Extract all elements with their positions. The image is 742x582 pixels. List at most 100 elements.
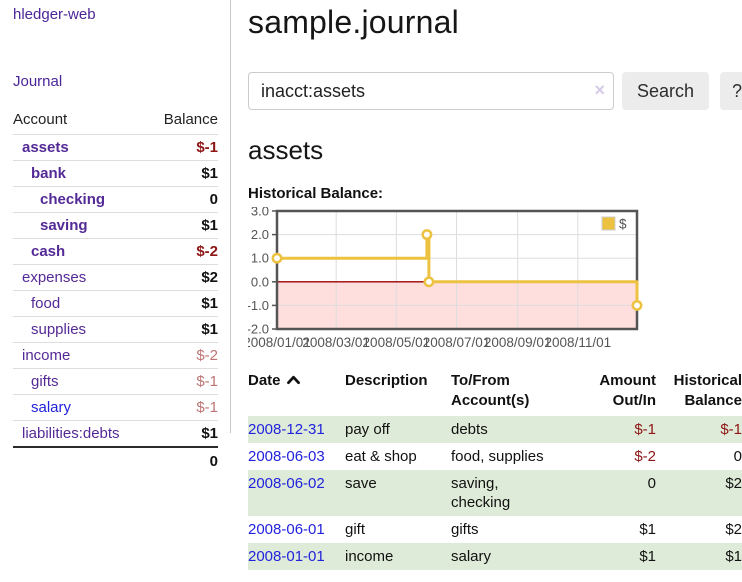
account-balance: $-2 [149,239,218,265]
account-balance: $-1 [149,369,218,395]
app-title-link[interactable]: hledger-web [13,6,218,23]
register-row: 2008-12-31pay offdebts$-1$-1 [248,416,742,443]
register-table-body: 2008-12-31pay offdebts$-1$-12008-06-03ea… [248,416,742,570]
account-heading: assets [248,135,742,166]
account-row: gifts $-1 [13,369,218,395]
transaction-amount: $1 [579,543,656,570]
account-link-salary[interactable]: salary [13,399,71,416]
clear-search-icon[interactable]: × [594,80,605,100]
help-button[interactable]: ? [720,72,742,110]
account-row: bank $1 [13,161,218,187]
account-link-saving[interactable]: saving [13,217,88,234]
transaction-description: gift [345,516,451,543]
transaction-balance: 0 [656,443,742,470]
main-content: sample.journal × Search ? assets Histori… [231,0,742,570]
total-row: 0 [13,447,218,475]
transaction-balance: $2 [656,516,742,543]
transaction-balance: $2 [656,470,742,516]
account-link-assets[interactable]: assets [13,139,69,156]
legend-label: $ [619,217,627,232]
account-balance: $1 [149,291,218,317]
transaction-amount: $-1 [579,416,656,443]
svg-text:-1.0: -1.0 [248,298,269,313]
account-balance: 0 [149,187,218,213]
transaction-accounts: salary [451,543,579,570]
svg-text:3.0: 3.0 [251,207,269,219]
transaction-description: income [345,543,451,570]
account-balance: $-2 [149,343,218,369]
register-header-balance: Historical Balance [656,369,742,416]
account-balance: $-1 [149,135,218,161]
account-link-cash[interactable]: cash [13,243,65,260]
register-header-accounts: To/From Account(s) [451,369,579,416]
account-row: salary $-1 [13,395,218,421]
transaction-date-link[interactable]: 2008-06-01 [248,521,325,538]
svg-text:2008/01/01: 2008/01/01 [248,335,311,347]
svg-text:2008/07/01: 2008/07/01 [423,335,491,347]
account-balance: $1 [149,161,218,187]
account-link-income[interactable]: income [13,347,70,364]
register-header-date[interactable]: Date [248,369,345,416]
register-row: 2008-01-01incomesalary$1$1 [248,543,742,570]
account-row: supplies $1 [13,317,218,343]
balance-column-header: Balance [149,111,218,135]
total-balance: 0 [149,447,218,475]
transaction-accounts: saving, checking [451,470,579,516]
account-column-header: Account [13,111,149,135]
page-title: sample.journal [248,4,742,41]
account-link-food[interactable]: food [13,295,60,312]
account-link-supplies[interactable]: supplies [13,321,86,338]
account-link-liabilities-debts[interactable]: liabilities:debts [13,425,120,442]
register-header-amount: Amount Out/In [579,369,656,416]
transaction-date-link[interactable]: 2008-01-01 [248,548,325,565]
svg-text:1.0: 1.0 [251,251,269,266]
register-row: 2008-06-01 giftgifts$1$2 [248,516,742,543]
register-row: 2008-06-03 eat & shopfood, supplies$-20 [248,443,742,470]
transaction-accounts: debts [451,416,579,443]
transaction-description: pay off [345,416,451,443]
chart-title: Historical Balance: [248,185,742,202]
svg-text:2.0: 2.0 [251,227,269,242]
transaction-description: save [345,470,451,516]
transaction-accounts: gifts [451,516,579,543]
account-link-expenses[interactable]: expenses [13,269,86,286]
account-row: income $-2 [13,343,218,369]
account-balance: $1 [149,317,218,343]
account-row: checking 0 [13,187,218,213]
transaction-balance: $1 [656,543,742,570]
account-link-bank[interactable]: bank [13,165,66,182]
svg-text:2008/05/01: 2008/05/01 [363,335,431,347]
svg-text:0.0: 0.0 [251,274,269,289]
transaction-date-link[interactable]: 2008-06-02 [248,475,325,492]
account-link-checking[interactable]: checking [13,191,105,208]
transaction-amount: $1 [579,516,656,543]
account-link-gifts[interactable]: gifts [13,373,59,390]
svg-text:2008/11/01: 2008/11/01 [545,335,612,347]
svg-text:2008/03/01: 2008/03/01 [302,335,370,347]
account-row: cash $-2 [13,239,218,265]
transaction-description: eat & shop [345,443,451,470]
account-row: expenses$2 [13,265,218,291]
register-row: 2008-06-02 savesaving, checking0$2 [248,470,742,516]
page: hledger-web Journal Account Balance asse… [0,0,742,570]
account-row: saving$1 [13,213,218,239]
transaction-date-link[interactable]: 2008-06-03 [248,448,325,465]
account-balance: $-1 [149,395,218,421]
transaction-amount: 0 [579,470,656,516]
account-row: liabilities:debts $1 [13,421,218,448]
account-table-body: assets$-1bank$1checking0saving$1cash$-2e… [13,135,218,476]
transaction-balance: $-1 [656,416,742,443]
sort-ascending-icon [286,372,301,389]
sidebar-item-journal[interactable]: Journal [13,73,218,90]
transaction-date-link[interactable]: 2008-12-31 [248,421,325,438]
transaction-accounts: food, supplies [451,443,579,470]
search-input[interactable] [248,72,614,110]
svg-text:2008/09/01: 2008/09/01 [484,335,552,347]
historical-balance-chart: 3.02.01.00.0-1.0-2.0$2008/01/012008/03/0… [248,207,742,352]
account-balance: $1 [149,421,218,448]
search-button[interactable]: Search [622,72,709,110]
search-box: × [248,72,614,110]
transaction-amount: $-2 [579,443,656,470]
account-balance-table: Account Balance assets $-1 bank $1 checking 0… [13,111,218,475]
account-row: food $1 [13,291,218,317]
